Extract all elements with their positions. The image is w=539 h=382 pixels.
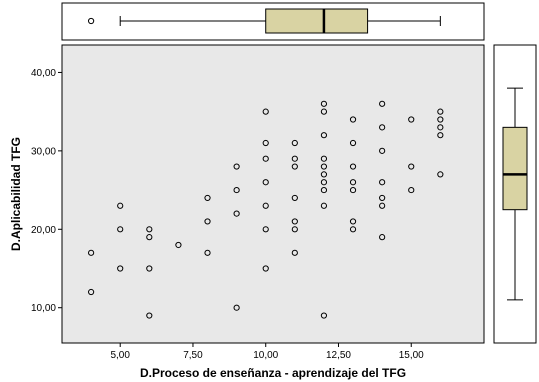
scatter-point — [320, 132, 328, 139]
x-tick-label: 15,00 — [399, 350, 424, 361]
scatter-point — [379, 100, 386, 107]
scatter-point — [379, 179, 386, 186]
scatter-panel: 10,00 20,00 30,00 40,00 5,00 7,50 10,00 12,50 1… — [9, 44, 485, 380]
y-tick-label: 30,00 — [31, 146, 56, 157]
scatter-point — [146, 265, 153, 272]
scatter-point — [320, 100, 328, 107]
y-axis-ticks: 10,00 20,00 30,00 40,00 — [31, 68, 62, 314]
plot-area — [61, 44, 485, 344]
scatter-point — [379, 147, 386, 154]
scatter-point — [88, 249, 95, 256]
scatter-point — [117, 202, 124, 209]
scatter-point — [291, 155, 298, 162]
scatter-point — [291, 218, 298, 225]
scatter-point — [349, 218, 357, 225]
scatter-point — [320, 171, 328, 178]
scatter-point — [291, 139, 298, 147]
y-axis-title: D.Aplicabilidad TFG — [9, 137, 23, 251]
scatter-point — [204, 194, 211, 202]
scatter-point — [291, 249, 298, 256]
y-tick-label: 10,00 — [31, 303, 56, 314]
scatter-point — [437, 124, 444, 131]
scatter-point — [379, 202, 386, 209]
scatter-point — [291, 226, 298, 233]
scatter-point — [262, 265, 269, 272]
x-boxplot-panel — [61, 2, 485, 41]
y-boxplot-frame — [493, 44, 537, 344]
scatter-point — [262, 226, 269, 233]
scatter-point — [320, 108, 328, 115]
x-tick-label: 10,00 — [253, 350, 278, 361]
scatter-point — [349, 179, 357, 186]
x-boxplot-frame — [61, 2, 485, 41]
scatter-point — [379, 234, 386, 241]
scatter-point — [262, 155, 269, 162]
x-tick-label: 12,50 — [326, 350, 351, 361]
x-boxplot-box — [265, 8, 369, 34]
scatter-point — [320, 186, 328, 194]
scatter-point — [117, 226, 124, 233]
scatter-point — [437, 171, 444, 178]
scatter-point — [349, 226, 357, 233]
scatter-point — [320, 163, 328, 170]
x-tick-label: 7,50 — [183, 350, 203, 361]
scatter-point — [233, 163, 240, 170]
scatter-point — [408, 116, 415, 123]
scatter-point — [88, 288, 95, 296]
scatter-point — [349, 163, 357, 170]
x-boxplot-outliers — [88, 17, 95, 25]
x-tick-label: 5,00 — [110, 350, 130, 361]
x-axis-title: D.Proceso de enseñanza - aprendizaje del… — [140, 366, 406, 380]
scatter-point — [175, 241, 182, 249]
scatter-point — [349, 186, 357, 194]
scatter-point — [320, 179, 328, 186]
scatter-point — [437, 132, 444, 139]
scatter-point — [204, 249, 211, 256]
scatter-point — [117, 265, 124, 272]
y-boxplot-box — [502, 126, 528, 211]
scatter-point — [437, 108, 444, 115]
scatter-point — [146, 226, 153, 233]
scatter-point — [233, 210, 240, 217]
scatter-point — [204, 218, 211, 225]
scatter-point — [262, 202, 269, 209]
scatter-point — [408, 163, 415, 170]
scatter-point — [379, 124, 386, 131]
scatter-point — [262, 179, 269, 186]
y-boxplot-panel — [493, 44, 537, 344]
scatter-point — [146, 312, 153, 319]
scatter-point — [320, 155, 328, 162]
scatter-point — [233, 304, 240, 311]
scatter-point — [349, 139, 357, 147]
scatter-point — [320, 202, 328, 209]
scatter-point — [349, 116, 357, 123]
y-tick-label: 40,00 — [31, 68, 56, 79]
x-axis-ticks: 5,00 7,50 10,00 12,50 15,00 — [110, 343, 424, 361]
x-boxplot-outlier — [88, 17, 95, 25]
scatter-point — [291, 194, 298, 202]
scatter-point — [146, 234, 153, 241]
scatter-point — [437, 116, 444, 123]
scatter-point — [262, 139, 269, 147]
scatter-points — [88, 100, 444, 319]
scatter-point — [408, 186, 415, 194]
scatter-point — [233, 186, 240, 194]
scatter-point — [262, 108, 269, 115]
scatter-point — [379, 194, 386, 202]
y-tick-label: 20,00 — [31, 225, 56, 236]
scatter-point — [320, 312, 328, 319]
scatter-point — [291, 163, 298, 170]
